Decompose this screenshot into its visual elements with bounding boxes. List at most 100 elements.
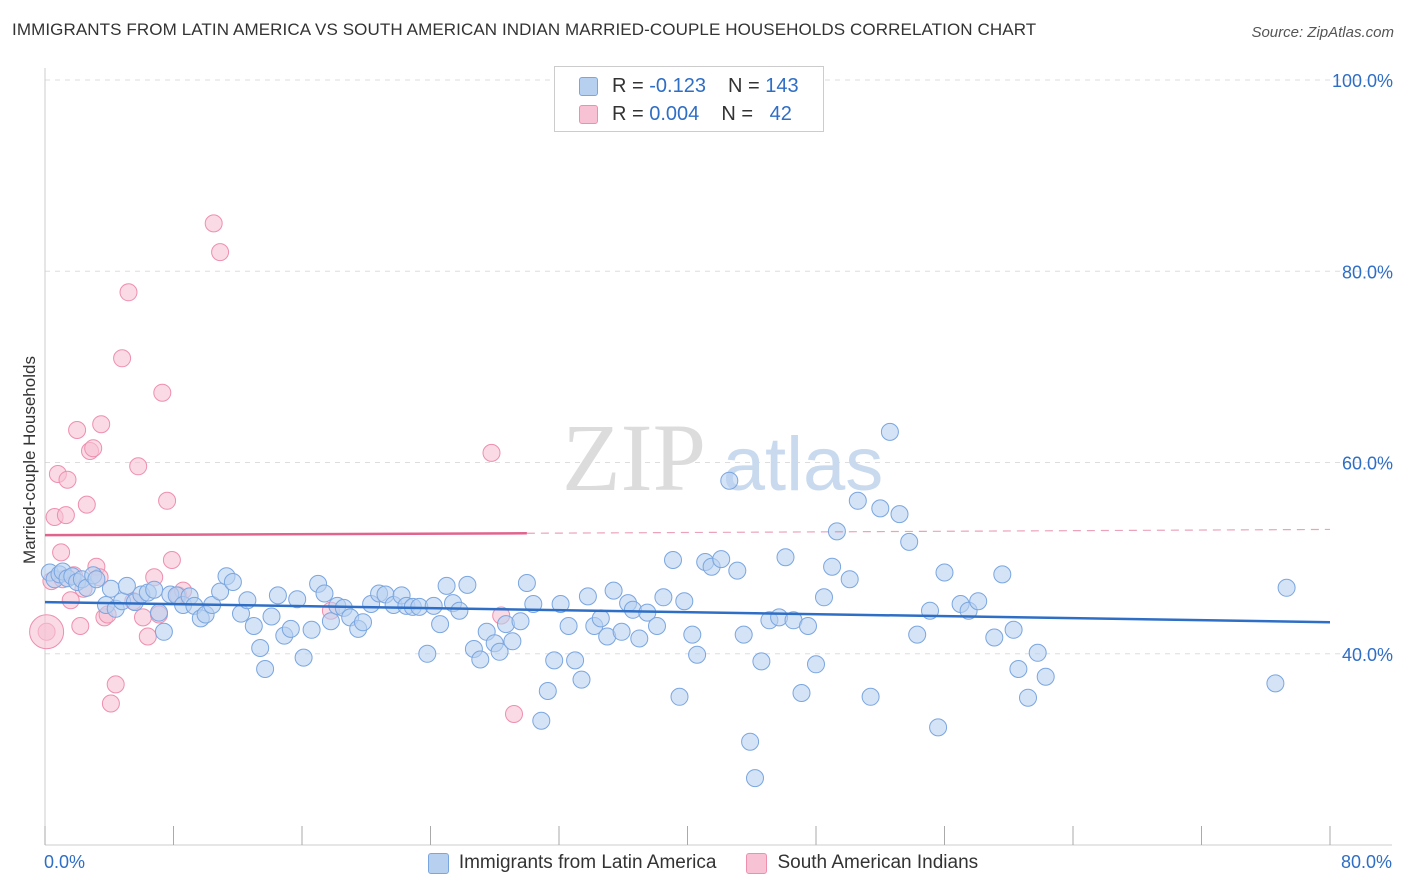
point-latin-america xyxy=(670,687,689,706)
point-latin-america xyxy=(848,491,867,510)
point-latin-america xyxy=(559,617,578,635)
series-south-american-indians xyxy=(29,214,523,723)
point-latin-america xyxy=(1036,667,1055,686)
point-latin-america xyxy=(985,628,1004,647)
point-latin-america xyxy=(728,561,747,580)
stats-legend: R = -0.123 N = 143 R = 0.004 N = 42 xyxy=(554,66,824,132)
point-latin-america xyxy=(776,548,795,567)
point-latin-america xyxy=(450,601,469,620)
legend-label-south-american-indians: South American Indians xyxy=(777,852,979,873)
point-south-american-indians xyxy=(138,627,157,646)
y-tick-label: 100.0% xyxy=(1332,71,1393,91)
r-value-pink: 0.004 xyxy=(649,102,700,125)
point-latin-america xyxy=(1266,674,1285,693)
r-label: R = xyxy=(612,74,644,97)
point-latin-america xyxy=(823,557,842,576)
point-latin-america xyxy=(211,582,230,601)
y-tick-labels: 40.0% 60.0% 80.0% 100.0% xyxy=(1332,71,1393,665)
n-value-blue: 143 xyxy=(765,74,799,97)
point-south-american-indians xyxy=(158,491,177,510)
point-latin-america xyxy=(490,642,509,661)
point-south-american-indians-large xyxy=(29,614,65,650)
point-latin-america xyxy=(223,573,242,591)
point-south-american-indians xyxy=(61,591,80,610)
point-south-american-indians xyxy=(129,457,148,476)
point-latin-america xyxy=(807,655,825,674)
point-latin-america xyxy=(354,613,372,632)
point-latin-america xyxy=(150,603,168,622)
point-latin-america xyxy=(524,595,543,613)
point-latin-america xyxy=(424,596,443,615)
point-latin-america xyxy=(900,532,919,551)
point-south-american-indians xyxy=(119,283,138,302)
grid-lines xyxy=(45,79,1392,655)
point-latin-america xyxy=(890,505,909,524)
point-south-american-indians xyxy=(505,705,523,723)
point-latin-america xyxy=(497,615,515,634)
point-latin-america xyxy=(1028,643,1047,662)
point-south-american-indians xyxy=(134,608,152,627)
point-south-american-indians xyxy=(162,551,181,569)
stats-row-pink: R = 0.004 N = 42 xyxy=(579,101,792,127)
point-latin-america xyxy=(929,718,948,737)
point-latin-america xyxy=(871,499,890,518)
point-latin-america xyxy=(302,620,321,639)
trend-line-south-american-indians-extension xyxy=(526,528,1331,534)
point-latin-america xyxy=(532,711,551,730)
point-latin-america xyxy=(471,650,490,669)
point-latin-america xyxy=(431,615,450,634)
point-latin-america xyxy=(458,575,477,594)
point-latin-america xyxy=(538,682,557,700)
point-latin-america xyxy=(578,587,597,606)
chart-title: IMMIGRANTS FROM LATIN AMERICA VS SOUTH A… xyxy=(12,20,1037,39)
point-latin-america xyxy=(792,684,811,702)
point-latin-america xyxy=(1004,620,1023,639)
point-latin-america xyxy=(1277,578,1296,597)
n-label: N = xyxy=(727,74,760,97)
pink-swatch xyxy=(579,104,598,124)
point-latin-america xyxy=(418,644,437,663)
point-latin-america xyxy=(551,595,570,613)
point-latin-america xyxy=(604,581,623,600)
point-latin-america xyxy=(1009,660,1028,678)
y-tick-label: 40.0% xyxy=(1342,645,1393,665)
point-latin-america xyxy=(840,570,859,589)
x-tick-max: 80.0% xyxy=(1340,852,1392,872)
point-latin-america xyxy=(630,629,649,648)
point-latin-america xyxy=(720,471,739,490)
point-south-american-indians xyxy=(77,495,96,514)
point-latin-america xyxy=(117,576,136,595)
point-latin-america xyxy=(87,570,106,589)
point-latin-america xyxy=(683,625,702,644)
stats-row-blue: R = -0.123 N = 143 xyxy=(579,73,799,99)
point-south-american-indians xyxy=(84,439,103,458)
point-south-american-indians xyxy=(106,675,125,694)
point-latin-america xyxy=(503,632,522,651)
point-latin-america xyxy=(437,576,456,595)
point-latin-america xyxy=(294,648,313,667)
point-latin-america xyxy=(664,551,682,569)
legend-item-south-american-indians: South American Indians xyxy=(746,852,978,874)
r-label: R = xyxy=(612,102,644,125)
point-latin-america xyxy=(815,588,833,607)
point-latin-america xyxy=(908,625,927,644)
source-credit: Source: ZipAtlas.com xyxy=(1251,24,1394,41)
point-latin-america xyxy=(993,565,1012,584)
point-latin-america xyxy=(591,609,610,628)
r-value-blue: -0.123 xyxy=(649,74,706,97)
point-south-american-indians xyxy=(113,349,132,368)
watermark-zip: ZIP xyxy=(562,404,706,511)
legend-label-latin-america: Immigrants from Latin America xyxy=(458,852,717,873)
blue-swatch xyxy=(579,76,598,96)
series-legend: Immigrants from Latin America South Amer… xyxy=(0,852,1406,874)
legend-swatch-blue xyxy=(427,852,449,874)
point-south-american-indians xyxy=(92,415,111,434)
n-label: N = xyxy=(721,102,753,125)
point-latin-america xyxy=(511,612,530,631)
point-latin-america xyxy=(545,651,564,670)
point-latin-america xyxy=(969,592,988,611)
point-latin-america xyxy=(648,617,666,635)
point-latin-america xyxy=(675,592,694,611)
point-latin-america xyxy=(752,652,771,671)
point-latin-america xyxy=(251,639,270,657)
